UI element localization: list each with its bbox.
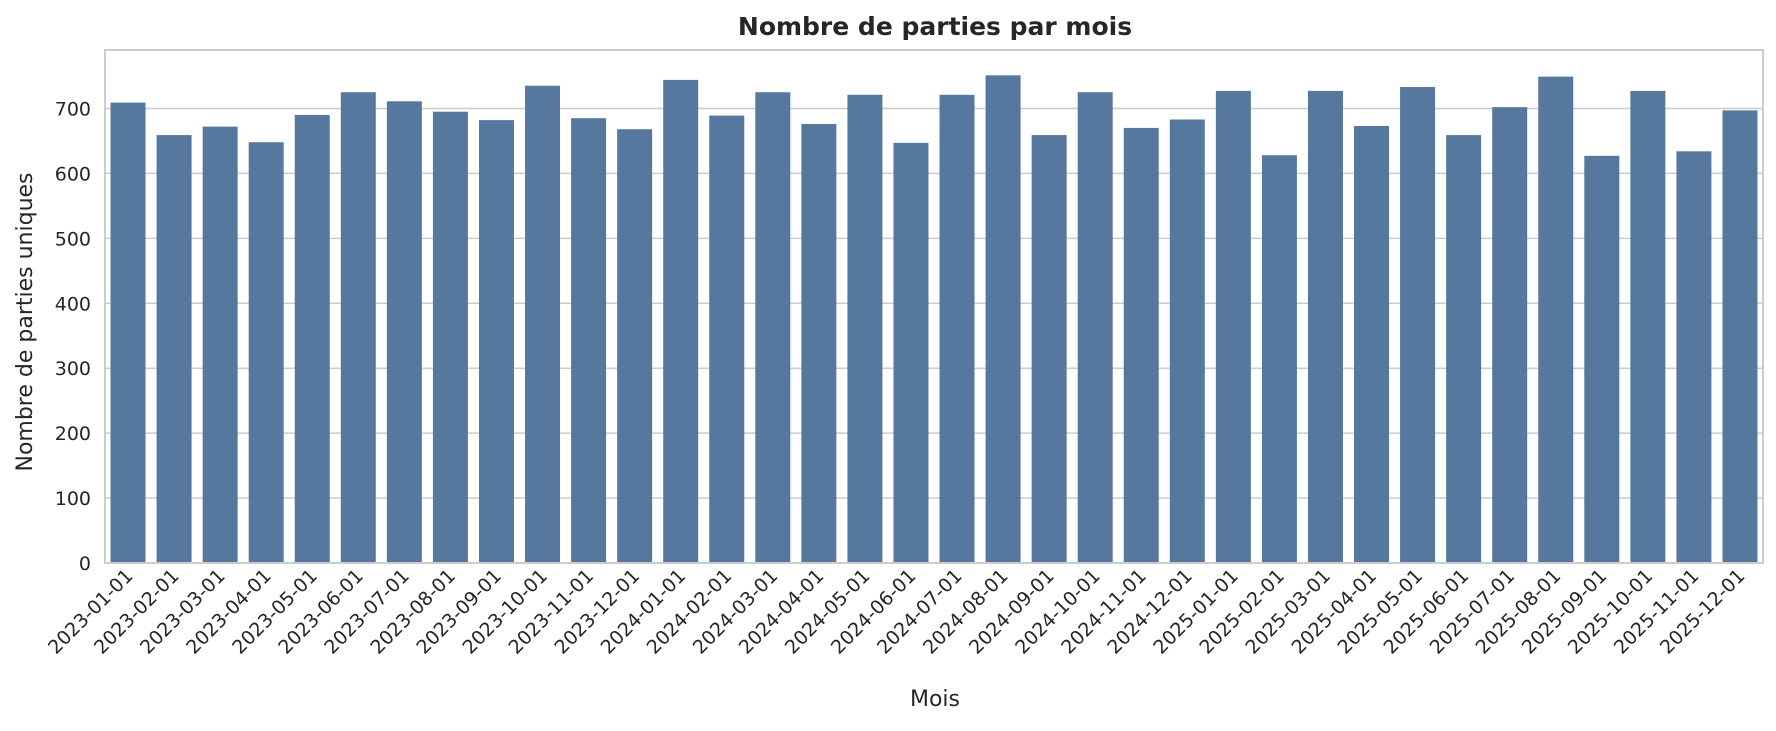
bar [156,135,192,564]
bar [294,114,330,563]
bar [1077,92,1113,563]
bar [1630,90,1666,563]
bar [709,115,745,564]
bar [525,85,561,564]
plot-frame [104,49,1764,564]
bar [617,129,653,563]
y-tick-label: 500 [55,228,91,250]
bar [985,75,1021,563]
y-tick-label: 400 [55,293,91,315]
y-tick-label: 300 [55,358,91,380]
bar [432,111,468,563]
y-tick-label: 100 [55,488,91,510]
bar [1169,119,1205,564]
bars [110,75,1758,564]
bar [1215,90,1251,563]
bar [1584,155,1620,563]
bar [1354,125,1390,563]
x-axis-label: Mois [910,687,960,712]
bar [110,102,146,564]
bar [1031,135,1067,564]
y-tick-label: 700 [55,98,91,120]
bar [1538,76,1574,563]
bar [248,142,284,563]
bar [571,118,607,564]
chart-title: Nombre de parties par mois [738,12,1132,41]
y-axis-label: Nombre de parties uniques [13,172,38,471]
y-tick-label: 600 [55,163,91,185]
bar [939,94,975,563]
bar [755,92,791,563]
bar [1261,155,1297,564]
bar [663,79,699,564]
bar [1722,110,1758,563]
bar [202,126,238,564]
bar [1400,87,1436,564]
bar [801,124,837,564]
bar [1676,151,1712,563]
bar [478,120,514,563]
bar [1123,127,1159,564]
bar [847,94,883,563]
y-tick-labels: 0 100 200 300 400 500 600 700 [55,98,91,575]
bar [1446,135,1482,564]
bar [893,142,929,563]
y-tick-label: 200 [55,423,91,445]
bar [1492,107,1528,564]
gridlines [105,107,1763,499]
bar [1307,90,1343,563]
bar [386,101,422,564]
bar [340,92,376,563]
y-tick-label: 0 [79,553,91,575]
